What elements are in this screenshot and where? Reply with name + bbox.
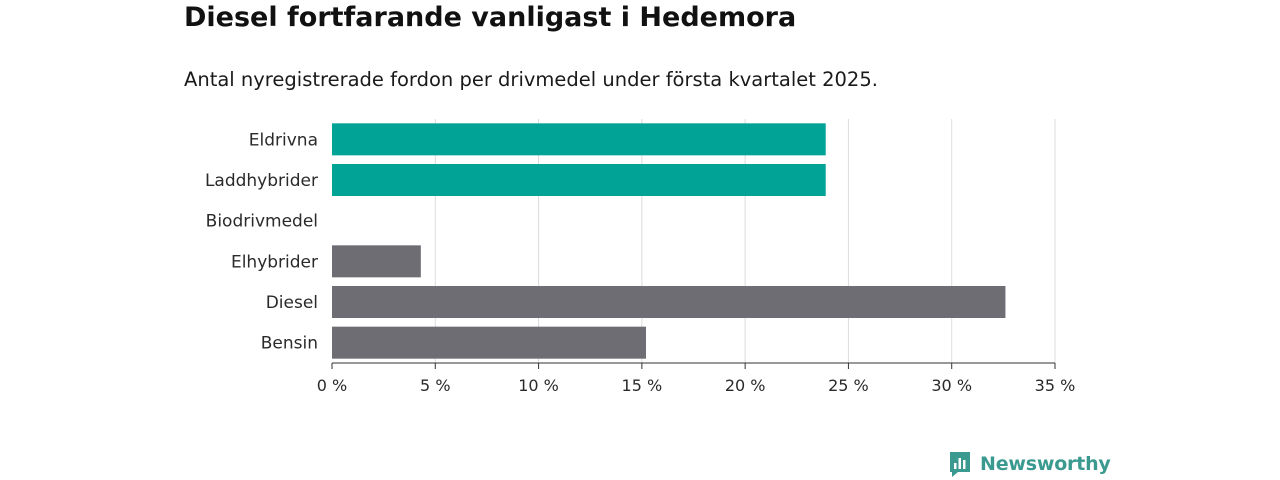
x-tick-label: 10 % <box>518 376 559 395</box>
newsworthy-logo-icon <box>950 452 970 477</box>
x-tick-label: 20 % <box>725 376 766 395</box>
x-tick-label: 15 % <box>622 376 663 395</box>
bar-eldrivna <box>332 123 826 156</box>
bar-diesel <box>332 286 1006 318</box>
x-tick-label: 25 % <box>828 376 869 395</box>
bar-elhybrider <box>332 245 421 278</box>
x-tick-label: 35 % <box>1035 376 1076 395</box>
bars <box>332 123 1006 359</box>
chart-subtitle: Antal nyregistrerade fordon per drivmede… <box>184 68 878 91</box>
chart-title: Diesel fortfarande vanligast i Hedemora <box>184 2 797 33</box>
x-tick-label: 30 % <box>931 376 972 395</box>
x-tick-label: 0 % <box>317 376 347 395</box>
logo-text: Newsworthy <box>980 453 1111 475</box>
category-label: Diesel <box>266 293 318 313</box>
category-label: Laddhybrider <box>205 171 318 191</box>
newsworthy-logo: Newsworthy <box>948 450 1111 478</box>
category-labels: Eldrivna Laddhybrider Biodrivmedel Elhybrid… <box>205 130 318 353</box>
category-label: Elhybrider <box>231 252 318 272</box>
category-label: Bensin <box>261 334 318 354</box>
category-label: Eldrivna <box>249 130 318 150</box>
bar-bensin <box>332 326 646 359</box>
category-label: Biodrivmedel <box>206 212 318 232</box>
x-axis: 0 % 5 % 10 % 15 % 20 % 25 % 30 % 35 % <box>317 362 1076 395</box>
x-tick-label: 5 % <box>420 376 450 395</box>
bar-laddhybrider <box>332 164 826 196</box>
grid-lines <box>434 119 1056 363</box>
